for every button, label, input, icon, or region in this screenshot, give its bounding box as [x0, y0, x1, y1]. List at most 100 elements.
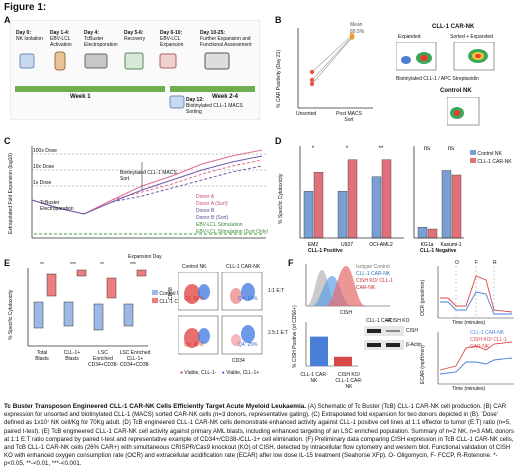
- step-4-day: Day 6-10: EBV-LCL Expansion: [160, 30, 184, 48]
- inj-r: R: [493, 260, 497, 266]
- assay-icon: [204, 52, 230, 70]
- cll1-positive-label: CLL-1 Positive: [308, 248, 343, 254]
- bar-em2-0: [303, 191, 314, 239]
- legend-f-car: CLL-1 CAR-NK: [470, 330, 505, 336]
- legend-f-ko: CISH KO/ CLL-1 CAR-NK: [470, 337, 507, 350]
- ocr-label: OCR (pmol/min): [420, 279, 426, 316]
- flow-col-car: CLL-1 CAR-NK: [226, 264, 261, 270]
- bar-kasumi-1-1: [451, 174, 462, 239]
- step-0-day: Day 0: NK Isolation: [16, 30, 43, 42]
- wb-band-actin: β-Actin: [406, 342, 422, 348]
- bar-em2-1: [313, 172, 324, 239]
- incubator-icon: [124, 52, 144, 70]
- d-tick-kg1a: KG1a: [421, 242, 434, 248]
- flask-icon: [159, 53, 177, 69]
- hist-legend: Isotype Control CLL-1 CAR-NK CISH KO/ CL…: [356, 264, 400, 292]
- sig-0: **: [40, 262, 44, 268]
- legend-e-car: CLL-1 CAR-NK: [159, 299, 194, 305]
- panel-a-schematic: [10, 20, 260, 120]
- bar-u937-0: [337, 191, 348, 239]
- ecar-label: ECAR (mpH/min): [420, 345, 426, 384]
- time-label-2: Time (minutes): [452, 386, 486, 392]
- e-cat-3: LSC Enriched CLL-1+ CD34+CD38-: [119, 350, 151, 368]
- panel-c-legend: Donor A Donor A (Sort) Donor B Donor B (…: [196, 194, 268, 236]
- legend-stim: EBV-LCL Stimulation: [196, 222, 243, 228]
- cd38-label: CD38: [168, 287, 174, 300]
- d-sig-1: *: [346, 146, 349, 152]
- d-tick-kasumi-1: Kasumi-1: [440, 242, 461, 248]
- annot-electroporation: TcBuster Electroporation: [40, 200, 74, 212]
- dose-10: 10x Dose: [33, 164, 55, 170]
- bar-kg1a-1: [427, 228, 438, 239]
- viable-pos: Viable, CLL-1+: [226, 370, 260, 376]
- d-sig-4: ns: [448, 146, 454, 152]
- e-cat-1: CLL-1+ Blasts: [63, 350, 81, 362]
- hist-car: CLL-1 CAR-NK: [356, 271, 391, 277]
- panel-b-cat-1: Post MACS Sort: [336, 111, 362, 123]
- flow-plot-control: [447, 97, 480, 126]
- legend-control-nk: Control NK: [477, 151, 502, 157]
- d-sig-3: ns: [424, 146, 430, 152]
- inj-o: O: [455, 260, 459, 266]
- caption-body: (A) Schematic of Tc Buster (TcB) CLL-1 C…: [4, 403, 514, 468]
- bar-kasumi-1-0: [441, 170, 452, 239]
- d-sig-0: *: [312, 146, 315, 152]
- figure-title: Figure 1:: [4, 2, 47, 13]
- hist-iso: Isotype Control: [356, 264, 390, 270]
- cll1-negative-label: CLL-1 Negative: [420, 248, 457, 254]
- mean-value: 89.5%: [350, 29, 365, 35]
- panel-e-legend: Control NK CLL-1 CAR-NK: [152, 290, 194, 306]
- ratio-1: 1:1 E:T: [268, 288, 285, 294]
- b-pair-line-0: [311, 36, 353, 81]
- panel-d-ylabel: % Specific Cytotoxicity: [278, 173, 284, 224]
- viable-neg: Viable, CLL-1-: [184, 370, 217, 376]
- b-point-1-0: [309, 69, 315, 75]
- b-point-2-1: [349, 35, 355, 40]
- step-5-day: Day 10-25: Further Expansion and Function…: [200, 30, 252, 48]
- inj-f: F: [475, 260, 479, 266]
- dose-100: 100x Dose: [33, 148, 57, 154]
- e-cat-0: Total Blasts: [35, 350, 49, 362]
- sort-icon: [169, 95, 185, 109]
- panel-f-letter: F: [288, 258, 294, 268]
- panel-a-letter: A: [4, 15, 11, 25]
- f-bar-1: [334, 356, 352, 366]
- annot-sort: Biotinylated CLL-1 MACS Sort: [120, 170, 177, 182]
- step-1-day: Day 1-4: EBV-LCL Activation: [50, 30, 72, 48]
- flask-icon: [19, 53, 35, 69]
- week-2-4-label: Week 2-4: [212, 94, 238, 100]
- tube-icon: [54, 51, 66, 71]
- panel-d-legend: Control NK CLL-1 CAR-NK: [470, 150, 512, 166]
- b-pair-line-1: [311, 34, 353, 73]
- panel-b-ylabel: % CAR Positivity (Day 21): [276, 49, 282, 108]
- flow-col-control: Control NK: [182, 264, 207, 270]
- week-1-label: Week 1: [70, 94, 91, 100]
- dose-1: 1x Dose: [33, 180, 52, 186]
- figure-caption: Tc Buster Transposon Engineered CLL-1 CA…: [4, 403, 516, 469]
- control-nk-label: Control NK: [440, 88, 472, 94]
- panel-f-bar: [305, 322, 358, 367]
- viable-legend: ● Viable, CLL-1- ● Viable, CLL-1+: [180, 370, 260, 376]
- step-3-day: Day 5-6: Recovery: [124, 30, 146, 42]
- bar-oci-aml2-0: [371, 176, 382, 239]
- legend-stim-sort: EBV-LCL Stimulation (Sort Only): [196, 229, 269, 235]
- panel-b-cat-0: Unsorted: [296, 111, 317, 117]
- quad-2: Q1: 45%: [184, 342, 204, 348]
- d-tick-oci-aml2: OCI-AML2: [369, 242, 393, 248]
- b-point-0-0: [309, 77, 315, 83]
- f-bar-0: [310, 336, 328, 366]
- expanded-label: Expanded: [398, 34, 421, 40]
- legend-donor-b: Donor B: [196, 208, 215, 214]
- d-sig-2: **: [379, 146, 384, 152]
- b-pair-line-2: [311, 37, 353, 85]
- sig-2: **: [100, 262, 104, 268]
- panel-c-xlabel: Expansion Day: [128, 254, 162, 260]
- quad-0: Q1: 59%: [184, 296, 204, 302]
- flow-title: CLL-1 CAR-NK: [432, 24, 475, 30]
- quad-3: Q4: 25%: [238, 342, 258, 348]
- seahorse-legend: CLL-1 CAR-NK CISH KO/ CLL-1 CAR-NK: [470, 330, 518, 351]
- hist-ko: CISH KO/ CLL-1 CAR-NK: [356, 278, 393, 291]
- panel-e-chart: [27, 268, 148, 347]
- f-bar-ylabel: % CISH Positive (of CD56+): [292, 305, 298, 368]
- sorted-label: Sorted + Expanded: [450, 34, 493, 40]
